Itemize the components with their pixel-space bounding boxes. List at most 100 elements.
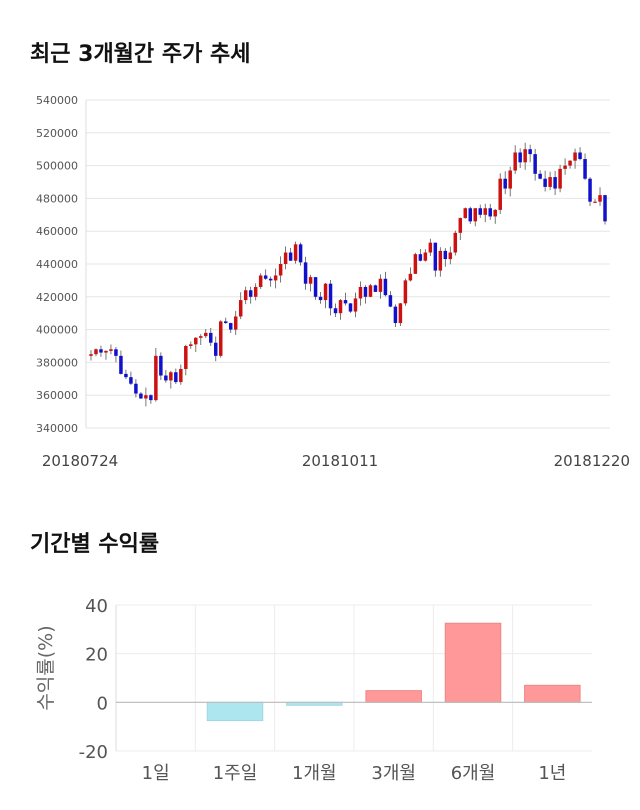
- y-tick-label: 540000: [36, 94, 78, 107]
- candle-body: [99, 349, 103, 353]
- x-category-label: 3개월: [371, 763, 416, 784]
- candle-body: [164, 375, 168, 381]
- candle-body: [518, 152, 522, 163]
- candle-body: [263, 275, 268, 279]
- candle-body: [179, 368, 183, 383]
- candle-body: [483, 208, 487, 215]
- candle-body: [343, 300, 348, 304]
- candle-body: [423, 252, 428, 261]
- y-axis-label: 수익률(%): [35, 625, 57, 710]
- candle-body: [478, 208, 482, 215]
- candle-body: [338, 300, 343, 314]
- return-bar: [286, 701, 343, 706]
- y-tick-label: 0: [97, 693, 108, 714]
- return-bar: [444, 622, 502, 703]
- x-category-label: 1년: [538, 763, 566, 784]
- candle-body: [388, 295, 393, 307]
- candle-body: [563, 165, 567, 169]
- candle-body: [89, 354, 93, 356]
- y-tick-label: 420000: [36, 291, 78, 304]
- y-tick-label: -20: [79, 742, 108, 763]
- candle-body: [218, 321, 223, 356]
- return-bar: [206, 701, 264, 722]
- candle-body: [398, 303, 403, 324]
- y-tick-label: 40: [85, 596, 108, 617]
- y-tick-label: 460000: [36, 225, 78, 238]
- candle-body: [403, 280, 408, 304]
- candle-body: [348, 303, 353, 312]
- candle-body: [493, 209, 497, 217]
- candle-body: [293, 244, 298, 261]
- candle-body: [553, 177, 557, 189]
- candle-body: [328, 283, 333, 309]
- price-candlestick-chart: 340000 360000 380000 400000 420000 440000 4600…: [36, 94, 630, 470]
- candle-body: [228, 323, 233, 330]
- candle-body: [323, 283, 328, 301]
- candle-body: [373, 285, 378, 292]
- candle-body: [473, 208, 478, 222]
- candle-body: [144, 395, 148, 399]
- candle-body: [288, 252, 293, 261]
- y-tick-label: 380000: [36, 356, 78, 369]
- candle-body: [418, 254, 423, 261]
- candle-body: [238, 300, 243, 317]
- candle-body: [463, 208, 468, 219]
- candle-body: [189, 344, 193, 346]
- candle-body: [333, 308, 338, 314]
- candle-body: [124, 373, 128, 378]
- candle-body: [573, 152, 577, 161]
- candle-body: [393, 306, 398, 324]
- y-tick-label: 520000: [36, 127, 78, 140]
- candle-body: [533, 154, 537, 174]
- candle-body: [154, 355, 158, 401]
- y-tick-label: 480000: [36, 192, 78, 205]
- candle-body: [253, 286, 258, 297]
- candle-body: [159, 355, 163, 376]
- candle-body: [433, 242, 438, 271]
- candle-body: [583, 159, 587, 179]
- candle-body: [428, 242, 433, 253]
- price-trend-title: 최근 3개월간 주가 추세: [30, 42, 251, 67]
- candle-body: [223, 321, 228, 324]
- candle-body: [603, 195, 607, 222]
- y-tick-label: 340000: [36, 422, 78, 435]
- return-bar: [524, 684, 581, 703]
- candle-body: [209, 332, 213, 343]
- return-bar: [365, 690, 422, 703]
- candle-body: [174, 372, 178, 383]
- candle-body: [383, 278, 388, 296]
- candle-body: [538, 173, 542, 179]
- x-category-label: 1개월: [292, 763, 337, 784]
- candle-body: [243, 290, 248, 301]
- candle-body: [114, 349, 118, 356]
- candle-body: [214, 342, 218, 356]
- candle-body: [498, 178, 502, 210]
- candle-body: [528, 149, 532, 155]
- candle-body: [363, 286, 368, 297]
- candle-body: [268, 278, 273, 281]
- y-tick-label: 400000: [36, 324, 78, 337]
- candle-body: [94, 349, 98, 355]
- candle-body: [204, 332, 208, 337]
- x-tick-label: 20181220: [554, 452, 630, 470]
- candle-body: [408, 273, 413, 281]
- candle-body: [513, 152, 517, 171]
- x-category-label: 1일: [142, 763, 170, 784]
- candle-body: [488, 208, 492, 217]
- candle-body: [139, 393, 143, 399]
- candle-body: [568, 160, 572, 166]
- candle-body: [199, 336, 203, 338]
- candle-body: [318, 296, 323, 301]
- candle-body: [194, 337, 198, 345]
- candle-body: [543, 178, 547, 187]
- candle-body: [303, 262, 308, 284]
- candle-body: [134, 383, 138, 394]
- candle-body: [438, 250, 443, 271]
- x-tick-label: 20180724: [42, 452, 118, 470]
- y-tick-label: 20: [85, 645, 108, 666]
- candle-body: [593, 201, 597, 203]
- candle-body: [248, 290, 253, 297]
- candle-body: [233, 316, 238, 330]
- candle-body: [313, 277, 318, 297]
- x-category-label: 1주일: [213, 763, 258, 784]
